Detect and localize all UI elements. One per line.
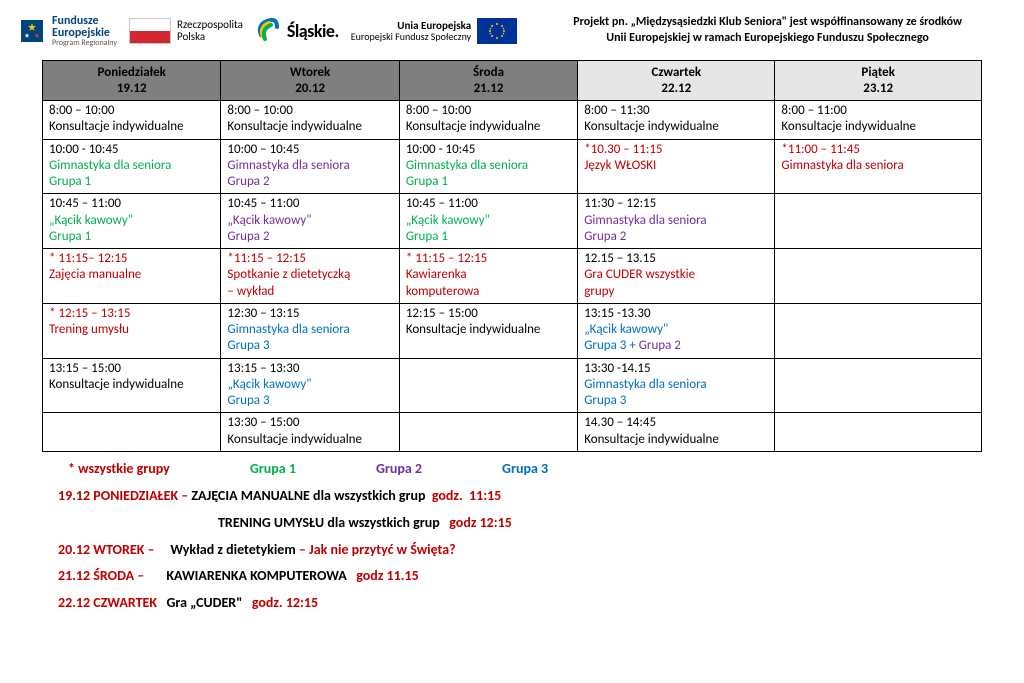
fe-line3: Program Regionalny <box>52 39 117 47</box>
table-row: 13:30 – 15:00Konsultacje indywidualne 14… <box>43 413 982 452</box>
col-wed: Środa21.12 <box>399 61 577 101</box>
header-strip: Fundusze Europejskie Program Regionalny … <box>18 6 1006 56</box>
notes-block: 19.12 PONIEDZIAŁEK – ZAJĘCIA MANUALNE dl… <box>18 483 1006 616</box>
poland-flag-icon <box>129 18 171 44</box>
slaskie-text: Śląskie. <box>287 20 339 43</box>
note-line-3: 20.12 WTOREK – Wykład z dietetykiem – Ja… <box>58 537 1006 564</box>
schedule-table: Poniedziałek19.12 Wtorek20.12 Środa21.12… <box>42 60 982 452</box>
table-row: * 11:15– 12:15Zajęcia manualne *11:15 – … <box>43 249 982 304</box>
logo-rp: Rzeczpospolita Polska <box>129 18 243 44</box>
fe-stars-icon <box>18 17 46 45</box>
table-header-row: Poniedziałek19.12 Wtorek20.12 Środa21.12… <box>43 61 982 101</box>
table-row: 13:15 – 15:00Konsultacje indywidualne 13… <box>43 358 982 413</box>
table-row: * 12:15 – 13:15Trening umysłu 12:30 – 13… <box>43 303 982 358</box>
col-mon: Poniedziałek19.12 <box>43 61 221 101</box>
eu-flag-icon <box>477 18 517 44</box>
col-tue: Wtorek20.12 <box>221 61 399 101</box>
legend: * wszystkie grupy Grupa 1 Grupa 2 Grupa … <box>18 458 1006 484</box>
project-line1: Projekt pn. „Międzysąsiedzki Klub Senior… <box>573 15 962 29</box>
logo-fe: Fundusze Europejskie Program Regionalny <box>18 15 117 47</box>
project-line2: Unii Europejskiej w ramach Europejskiego… <box>606 31 929 45</box>
legend-all: * wszystkie grupy <box>68 460 170 478</box>
legend-g3: Grupa 3 <box>502 460 548 478</box>
logo-eu: Unia Europejska Europejski Fundusz Społe… <box>351 18 517 44</box>
slaskie-swirl-icon <box>255 15 281 48</box>
col-thu: Czwartek22.12 <box>578 61 775 101</box>
table-row: 10:45 – 11:00„Kącik kawowy"Grupa 1 10:45… <box>43 194 982 249</box>
note-line-4: 21.12 ŚRODA – KAWIARENKA KOMPUTEROWA god… <box>58 563 1006 590</box>
logo-slaskie: Śląskie. <box>255 15 339 48</box>
note-line-2: TRENING UMYSŁU dla wszystkich grup godz … <box>58 510 1006 537</box>
rp-line2: Polska <box>177 30 205 43</box>
table-row: 10:00 - 10:45Gimnastyka dla senioraGrupa… <box>43 139 982 194</box>
eu-line2: Europejski Fundusz Społeczny <box>351 30 471 43</box>
note-line-5: 22.12 CZWARTEK Gra „CUDER" godz. 12:15 <box>58 590 1006 617</box>
col-fri: Piątek23.12 <box>775 61 982 101</box>
project-title: Projekt pn. „Międzysąsiedzki Klub Senior… <box>529 15 1006 46</box>
table-row: 8:00 – 10:00Konsultacje indywidualne 8:0… <box>43 101 982 140</box>
note-line-1: 19.12 PONIEDZIAŁEK – ZAJĘCIA MANUALNE dl… <box>58 483 1006 510</box>
legend-g1: Grupa 1 <box>250 460 296 478</box>
legend-g2: Grupa 2 <box>376 460 422 478</box>
